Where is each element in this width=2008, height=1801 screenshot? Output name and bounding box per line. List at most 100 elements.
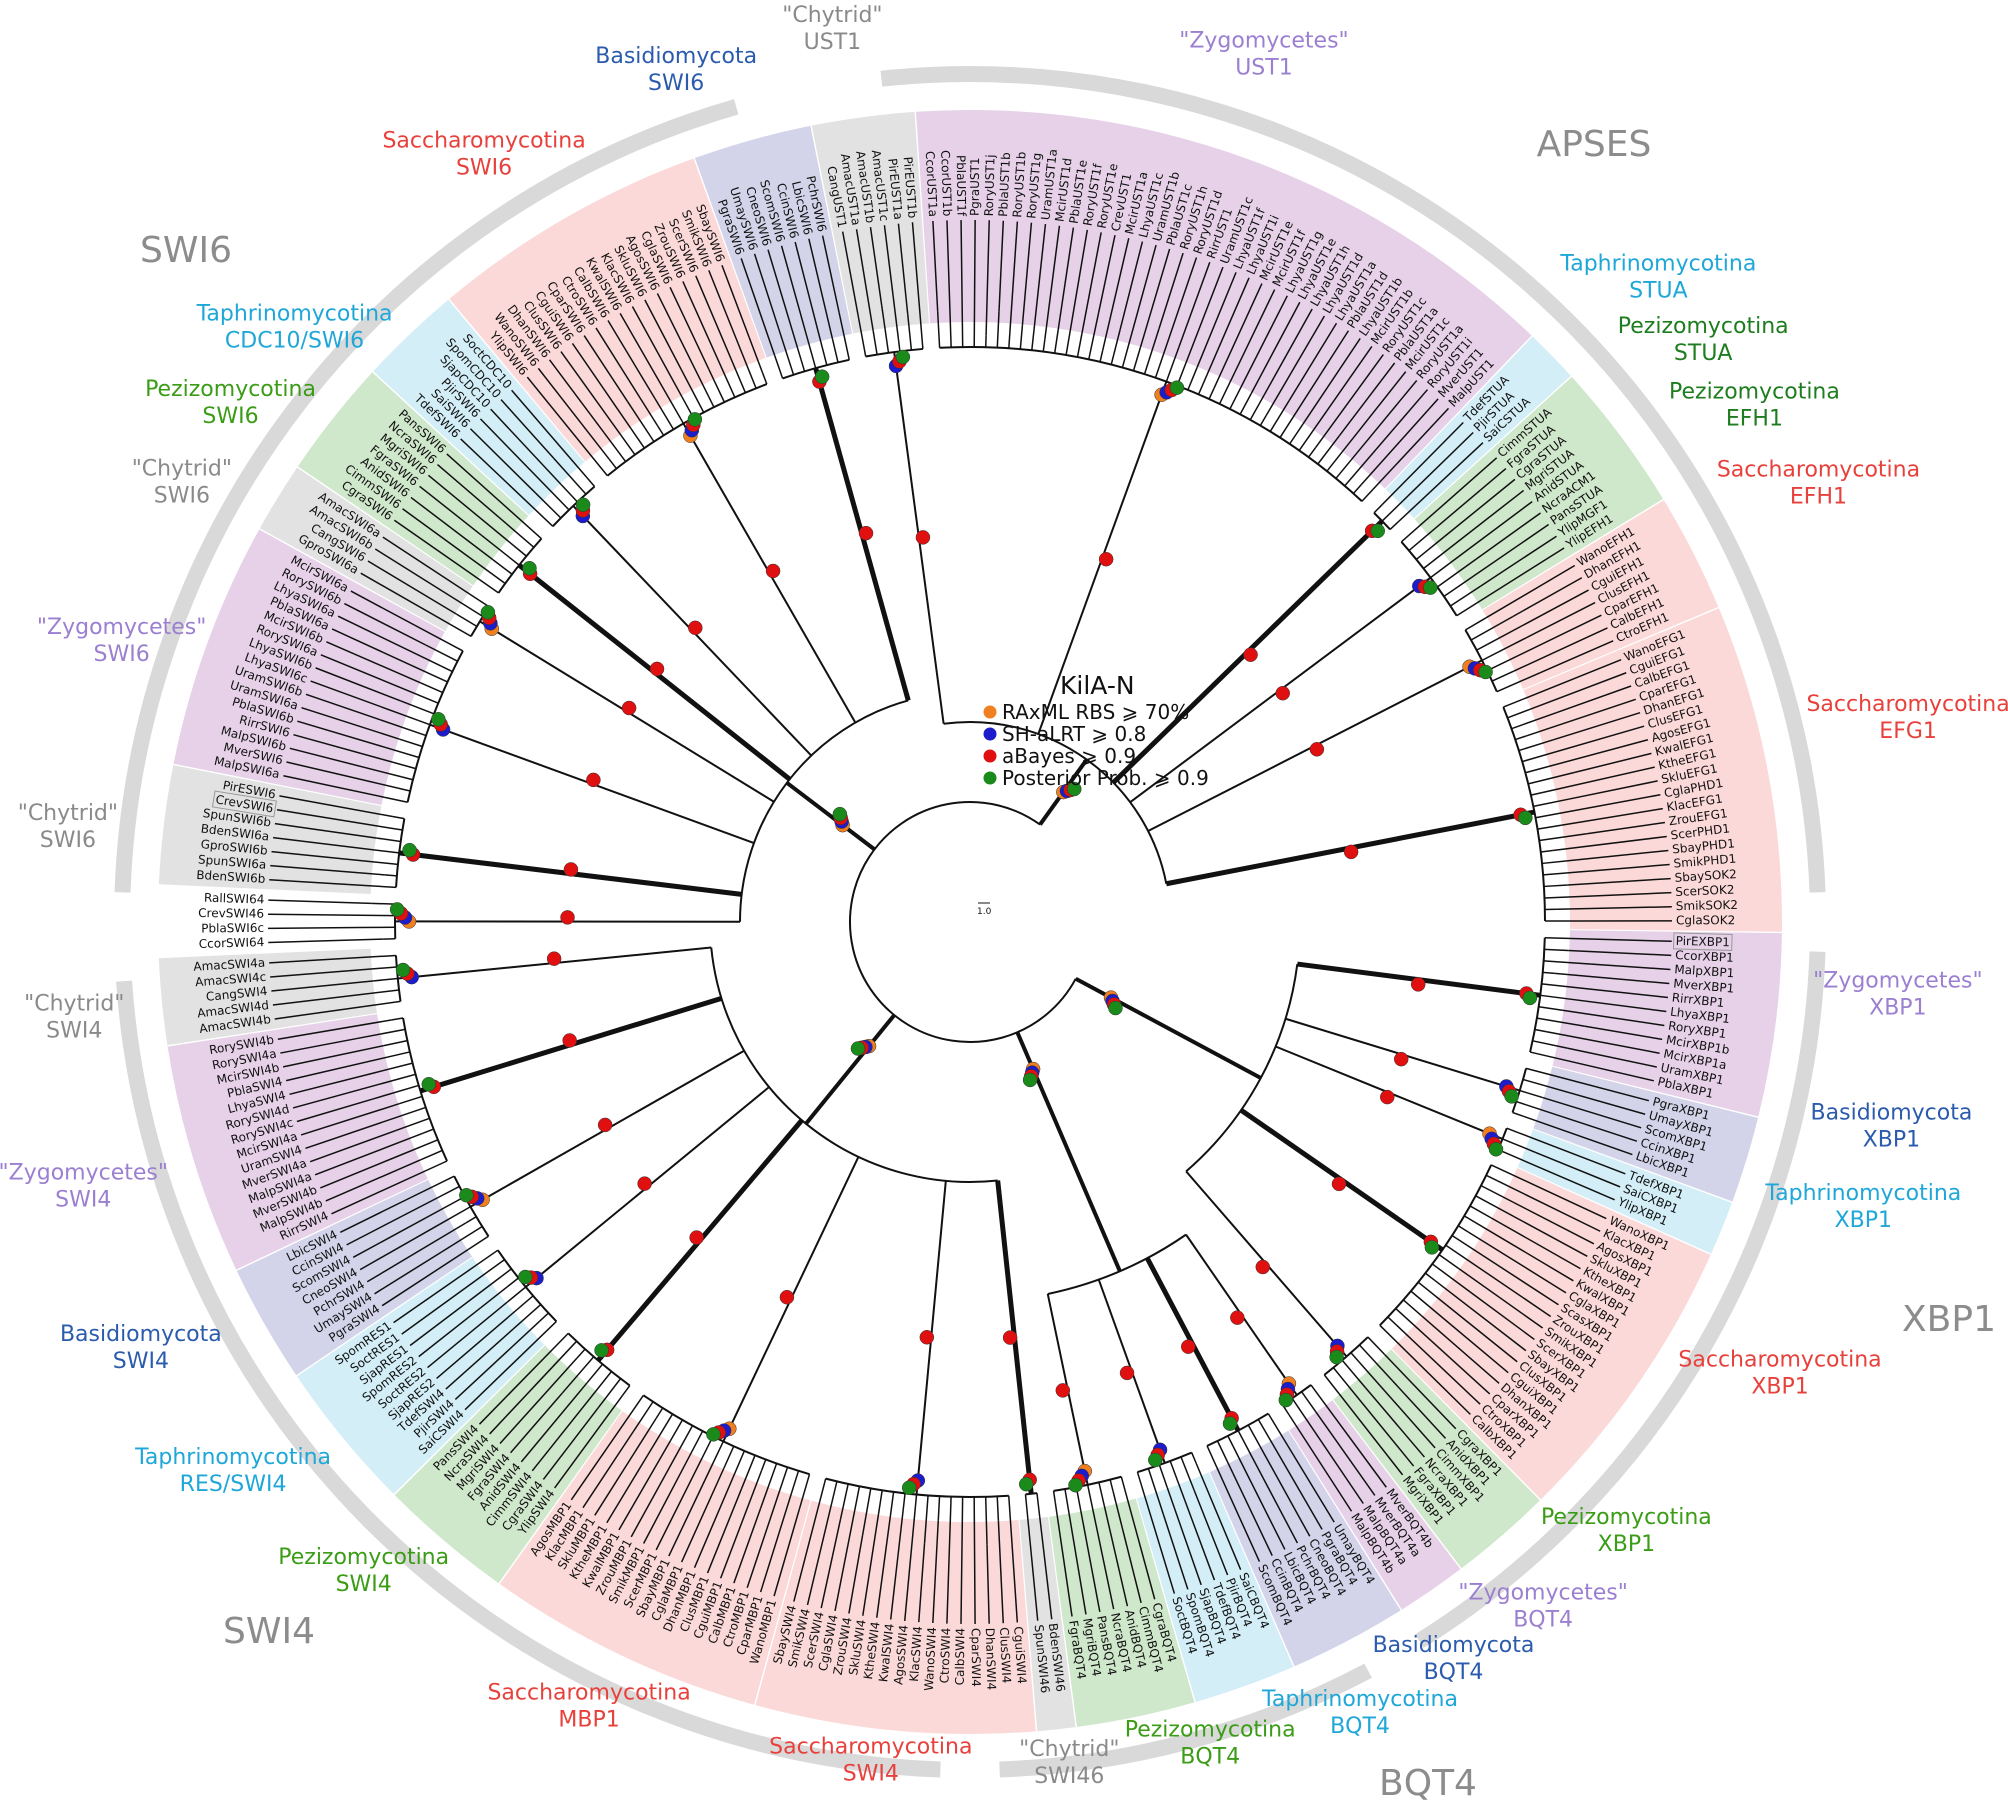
support-dot <box>586 772 601 788</box>
leaf-branch <box>779 1467 789 1491</box>
leaf-branch <box>1338 362 1396 436</box>
leaf-branch <box>1507 708 1531 719</box>
clade-label-taxon: Saccharomycotina <box>1678 1348 1881 1373</box>
clade-label-gene: BQT4 <box>1513 1608 1573 1633</box>
leaf-branch <box>1139 248 1171 348</box>
leaf-branch <box>551 1340 578 1369</box>
leaf-branch <box>1391 1379 1447 1439</box>
leaf-branch <box>410 496 494 561</box>
support-dot <box>814 369 830 384</box>
leaf-branch <box>418 719 431 726</box>
clade-label-taxon: Basidiomycota <box>1811 1100 1973 1125</box>
leaf-branch <box>839 1483 849 1520</box>
leaf-branch <box>1453 523 1550 591</box>
leaf-branch <box>427 1301 508 1369</box>
leaf-branch <box>1112 1491 1142 1604</box>
clade-label-gene: SWI4 <box>55 1188 111 1213</box>
clade-label-gene: MBP1 <box>558 1708 619 1733</box>
leaf-branch <box>425 644 458 662</box>
leaf-branch <box>1481 643 1515 662</box>
leaf-branch <box>1543 960 1592 965</box>
support-dot <box>1119 1365 1135 1381</box>
leaf-branch <box>1556 685 1632 714</box>
leaf-branch <box>1544 948 1569 952</box>
leaf-branch <box>630 427 645 449</box>
leaf-branch <box>1577 986 1669 999</box>
leaf-branch <box>366 1222 467 1283</box>
support-dot <box>1278 1392 1294 1408</box>
leaf-branch <box>282 1044 385 1068</box>
leaf-branch <box>420 1149 443 1161</box>
leaf-branch <box>1535 793 1661 819</box>
clade-node-arc <box>939 346 1363 502</box>
leaf-branch <box>719 1470 763 1579</box>
leaf-label: MalpXBP1 <box>1674 962 1735 980</box>
leaf-branch <box>760 1459 767 1471</box>
leaf-branch <box>1443 478 1516 538</box>
leaf-branch <box>946 220 952 348</box>
leaf-branch <box>474 1258 505 1282</box>
clade-label-gene: CDC10/SWI6 <box>225 328 364 353</box>
leaf-branch <box>862 1513 880 1616</box>
leaf-branch <box>808 238 834 340</box>
leaf-branch <box>455 613 478 627</box>
support-dot <box>518 1269 533 1285</box>
support-dot <box>1488 1142 1504 1157</box>
leaf-branch <box>1193 1490 1229 1576</box>
clade-label-gene: BQT4 <box>1330 1714 1390 1739</box>
support-dot <box>1379 1089 1395 1105</box>
leaf-branch <box>1250 301 1301 394</box>
leaf-branch <box>1542 766 1655 794</box>
leaf-branch <box>1534 1028 1547 1033</box>
leaf-branch <box>331 1160 448 1215</box>
leaf-branch <box>1526 698 1636 737</box>
leaf-branch <box>1486 589 1589 646</box>
clade-wedge <box>1482 500 1719 690</box>
leaf-branch <box>348 966 397 972</box>
leaf-branch <box>877 1490 883 1515</box>
clade-label-gene: SWI4 <box>113 1349 169 1374</box>
leaf-branch <box>986 1544 990 1624</box>
leaf-label: PirEXBP1 <box>1676 934 1731 949</box>
clade-label-taxon: "Zygomycetes" <box>37 615 206 640</box>
leaf-branch <box>1143 328 1160 375</box>
leaf-branch <box>1364 1387 1426 1458</box>
leaf-branch <box>735 370 747 393</box>
leaf-label: PblaUST1f <box>954 155 969 217</box>
leaf-branch <box>481 534 520 566</box>
leaf-branch <box>642 1462 687 1544</box>
leaf-label: PblaUST1b <box>996 152 1013 217</box>
leaf-label: RoryUST1g <box>1024 152 1044 219</box>
leaf-branch <box>1158 1464 1168 1488</box>
leaf-branch <box>778 328 795 375</box>
leaf-label: RirrXBP1 <box>1671 990 1725 1010</box>
leaf-branch <box>1515 735 1527 741</box>
support-dot <box>1002 1330 1018 1345</box>
leaf-branch <box>759 1463 778 1509</box>
leaf-branch <box>759 1470 800 1593</box>
leaf-branch <box>1265 315 1326 416</box>
leaf-branch <box>1542 971 1555 975</box>
leaf-branch <box>490 408 562 485</box>
leaf-label: CtroSWI4 <box>937 1627 953 1683</box>
clade-label-taxon: Saccharomycotina <box>487 1681 690 1706</box>
leaf-branch <box>1485 564 1576 619</box>
leaf-branch <box>1561 1115 1638 1142</box>
leaf-branch <box>669 1419 684 1442</box>
leaf-branch <box>1497 1148 1615 1201</box>
leaf-branch <box>1490 1217 1581 1270</box>
superfamily-ring <box>116 980 941 1778</box>
leaf-branch <box>1486 614 1602 672</box>
leaf-branch <box>1024 1494 1031 1543</box>
clade-label: "Zygomycetes"SWI6 <box>37 615 206 667</box>
support-dot <box>421 1076 437 1092</box>
leaf-branch <box>1404 1350 1471 1415</box>
superfamily-node-arc <box>1047 1233 1187 1295</box>
leaf-branch <box>1350 1352 1360 1363</box>
leaf-branch <box>1119 241 1144 330</box>
support-dot <box>594 1343 609 1358</box>
leaf-branch <box>1332 1367 1415 1467</box>
